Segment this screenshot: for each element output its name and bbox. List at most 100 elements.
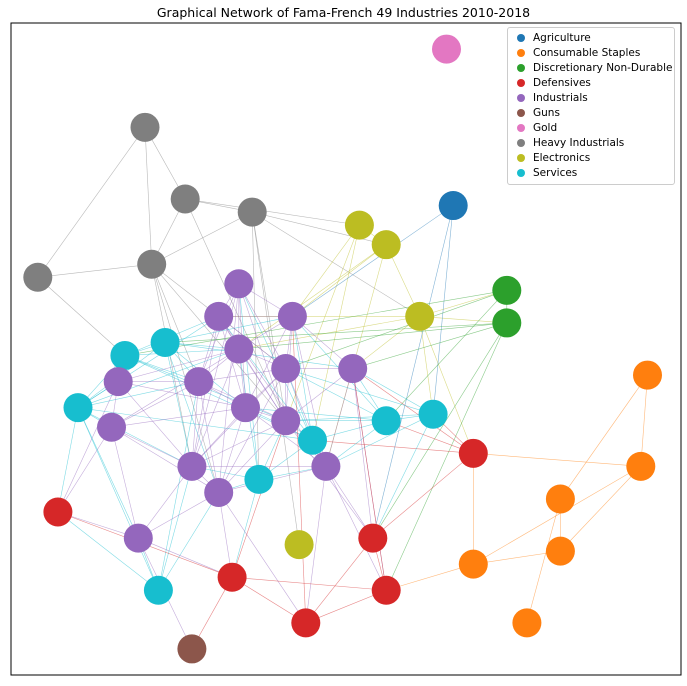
edge-21-43: [57, 407, 79, 513]
node-industrials-39: [311, 451, 341, 481]
edge-26-34: [158, 381, 199, 591]
edge-0-44: [372, 205, 454, 539]
edge-44-47: [305, 537, 374, 624]
node-defensives-44: [358, 523, 388, 553]
edge-36-38: [191, 420, 286, 467]
edge-38-41: [138, 466, 193, 539]
edge-27-40: [218, 283, 240, 493]
edge-10-13: [144, 127, 152, 265]
edge-31-34: [198, 368, 286, 382]
edge-13-38: [151, 264, 193, 467]
edge-22-35: [245, 407, 387, 422]
edge-3-42: [473, 453, 641, 467]
edge-33-43: [57, 381, 119, 513]
edge-0-29: [292, 205, 454, 317]
legend-label: Discretionary Non-Durable: [533, 61, 673, 74]
node-electronics-17: [405, 301, 435, 331]
legend-item: Heavy Industrials: [508, 135, 674, 150]
edge-20-32: [165, 342, 353, 369]
edge-40-47: [218, 492, 307, 624]
edge-27-31: [238, 283, 286, 369]
edge-2-4: [560, 374, 648, 500]
edge-28-35: [218, 316, 246, 408]
node-industrials-34: [184, 367, 214, 397]
edge-9-32: [352, 322, 507, 369]
edge-39-46: [325, 466, 387, 591]
node-defensives-47: [291, 608, 321, 638]
legend-label: Consumable Staples: [533, 46, 641, 59]
edge-45-36: [231, 420, 286, 578]
node-heavy-industrials-12: [237, 197, 267, 227]
plot-frame: [10, 22, 682, 676]
edge-37-43: [57, 427, 112, 513]
edge-23-32: [352, 368, 434, 415]
legend-marker-icon: [517, 108, 525, 117]
node-industrials-36: [271, 406, 301, 436]
edge-15-36: [285, 225, 360, 421]
chart-title: Graphical Network of Fama-French 49 Indu…: [156, 5, 531, 20]
edge-8-22: [385, 290, 508, 421]
legend-item: Defensives: [508, 75, 674, 90]
legend-label: Heavy Industrials: [533, 136, 625, 149]
edge-9-44: [372, 322, 508, 539]
node-heavy-industrials-13: [137, 249, 167, 279]
edge-32-39: [325, 368, 353, 467]
legend-label: Defensives: [533, 76, 591, 89]
legend-item: Gold: [508, 120, 674, 135]
edge-4-7: [526, 498, 561, 623]
edge-39-47: [305, 466, 327, 623]
edge-11-36: [184, 198, 286, 421]
edge-3-6: [473, 466, 641, 565]
node-services-25: [244, 464, 274, 494]
node-industrials-40: [204, 477, 234, 507]
edge-11-15: [185, 198, 360, 226]
node-services-26: [143, 575, 173, 605]
edge-15-29: [292, 224, 360, 317]
node-services-24: [298, 425, 327, 455]
edge-36-40: [218, 420, 286, 493]
node-industrials-37: [97, 412, 126, 442]
edge-9-46: [385, 322, 508, 591]
edge-9-20: [165, 322, 507, 343]
legend-marker-icon: [517, 63, 525, 72]
edge-10-14: [37, 127, 146, 278]
edge-13-36: [151, 264, 286, 421]
legend-item: Electronics: [508, 150, 674, 165]
edge-25-45: [231, 479, 260, 578]
edge-30-33: [118, 348, 239, 382]
edge-23-39: [325, 413, 434, 467]
edge-32-44: [352, 368, 374, 539]
node-consumable-staples-5: [545, 536, 575, 566]
edge-21-30: [77, 348, 239, 408]
node-defensives-46: [371, 575, 401, 605]
node-defensives-43: [43, 497, 73, 527]
node-industrials-33: [103, 367, 133, 397]
legend: Agriculture Consumable Staples Discretiona…: [507, 27, 675, 185]
legend-item: Discretionary Non-Durable: [508, 60, 674, 75]
node-consumable-staples-3: [626, 451, 656, 481]
edge-37-38: [111, 426, 193, 467]
edge-26-38: [158, 466, 193, 591]
legend-item: Agriculture: [508, 30, 674, 45]
node-electronics-16: [371, 230, 401, 260]
legend-label: Electronics: [533, 151, 591, 164]
legend-label: Agriculture: [533, 31, 591, 44]
edge-26-40: [158, 492, 219, 591]
edge-17-42: [419, 316, 474, 454]
edge-5-6: [473, 550, 561, 565]
edge-17-9: [419, 316, 507, 324]
node-industrials-31: [271, 354, 301, 384]
edge-33-38: [117, 381, 193, 467]
legend-item: Guns: [508, 105, 674, 120]
legend-item: Consumable Staples: [508, 45, 674, 60]
edge-12-17: [252, 211, 420, 317]
legend-marker-icon: [517, 48, 525, 57]
edge-35-37: [111, 407, 246, 428]
edge-21-28: [77, 316, 219, 408]
edge-3-5: [560, 466, 642, 552]
edge-13-14: [37, 263, 152, 278]
legend-marker-icon: [517, 93, 525, 102]
edge-34-40: [198, 381, 219, 493]
node-heavy-industrials-10: [130, 112, 160, 142]
edge-34-37: [111, 381, 199, 428]
